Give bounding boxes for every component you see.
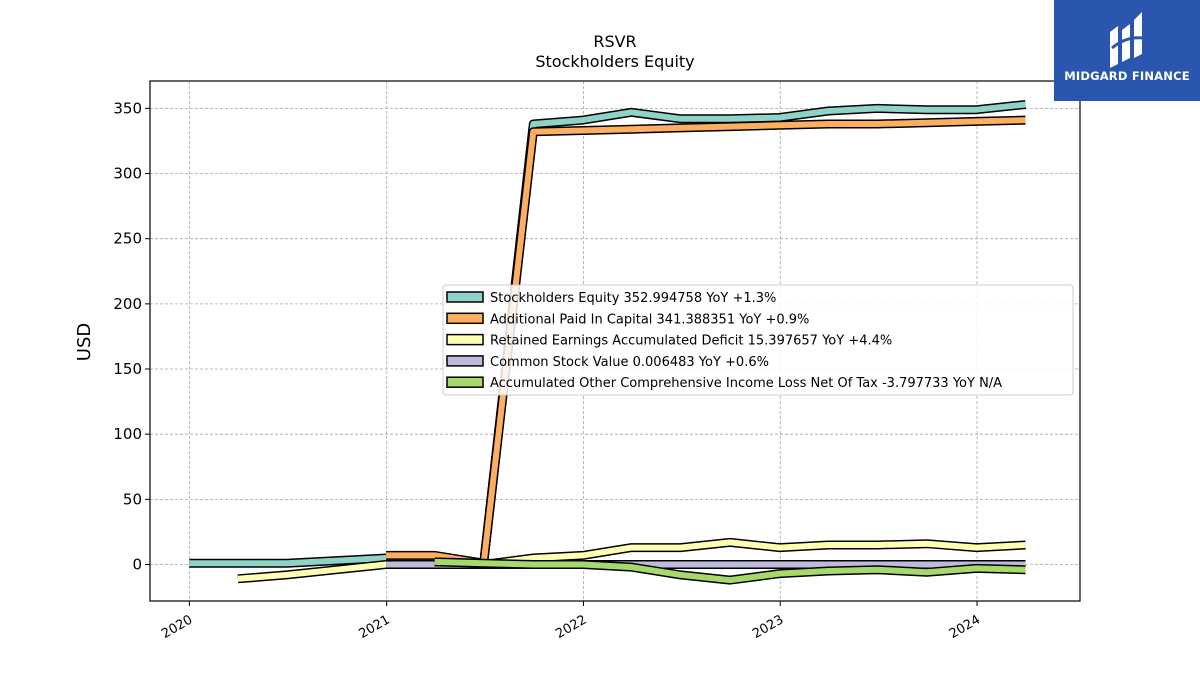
y-tick-label: 150 xyxy=(113,360,142,378)
chart-title: RSVR xyxy=(593,32,636,51)
y-tick-label: 50 xyxy=(123,490,142,508)
y-tick-label: 200 xyxy=(113,295,142,313)
legend-swatch xyxy=(446,355,484,367)
series-line xyxy=(386,117,1026,567)
series-lines xyxy=(189,100,1026,585)
legend-entry: Retained Earnings Accumulated Deficit 15… xyxy=(490,334,892,349)
y-tick-label: 0 xyxy=(132,556,142,574)
logo-brand-text: MIDGARD FINANCE xyxy=(1064,69,1190,83)
x-tick-label: 2021 xyxy=(357,612,393,642)
legend-entry: Stockholders Equity 352.994758 YoY +1.3% xyxy=(490,291,776,306)
chart-subtitle: Stockholders Equity xyxy=(535,52,694,71)
logo-mark-icon xyxy=(1110,12,1145,68)
legend-swatch xyxy=(446,376,484,388)
legend: Stockholders Equity 352.994758 YoY +1.3%… xyxy=(442,284,1074,396)
x-tick-label: 2023 xyxy=(750,612,786,642)
legend-swatch xyxy=(446,291,484,303)
x-axis-ticks: 2020 2021 2022 2023 2024 xyxy=(159,601,983,642)
y-axis-ticks: 0 50 100 150 200 250 300 350 xyxy=(113,99,150,574)
legend-entry: Common Stock Value 0.006483 YoY +0.6% xyxy=(490,355,769,370)
series-line xyxy=(434,558,1026,584)
series-line xyxy=(237,539,1026,582)
legend-box xyxy=(442,284,1074,396)
y-tick-label: 250 xyxy=(113,230,142,248)
y-tick-label: 300 xyxy=(113,165,142,183)
legend-swatch xyxy=(446,333,484,346)
midgard-finance-logo: MIDGARD FINANCE xyxy=(1054,0,1200,101)
x-tick-label: 2024 xyxy=(947,612,983,642)
y-tick-label: 100 xyxy=(113,425,142,443)
x-tick-label: 2022 xyxy=(553,612,589,642)
legend-entry: Accumulated Other Comprehensive Income L… xyxy=(490,376,1002,391)
legend-entry: Additional Paid In Capital 341.388351 Yo… xyxy=(490,312,809,327)
plot-area-frame xyxy=(149,80,1081,602)
x-tick-label: 2020 xyxy=(159,612,195,642)
y-tick-label: 350 xyxy=(113,99,142,117)
legend-swatch xyxy=(446,312,484,325)
y-axis-label: USD xyxy=(74,323,95,361)
